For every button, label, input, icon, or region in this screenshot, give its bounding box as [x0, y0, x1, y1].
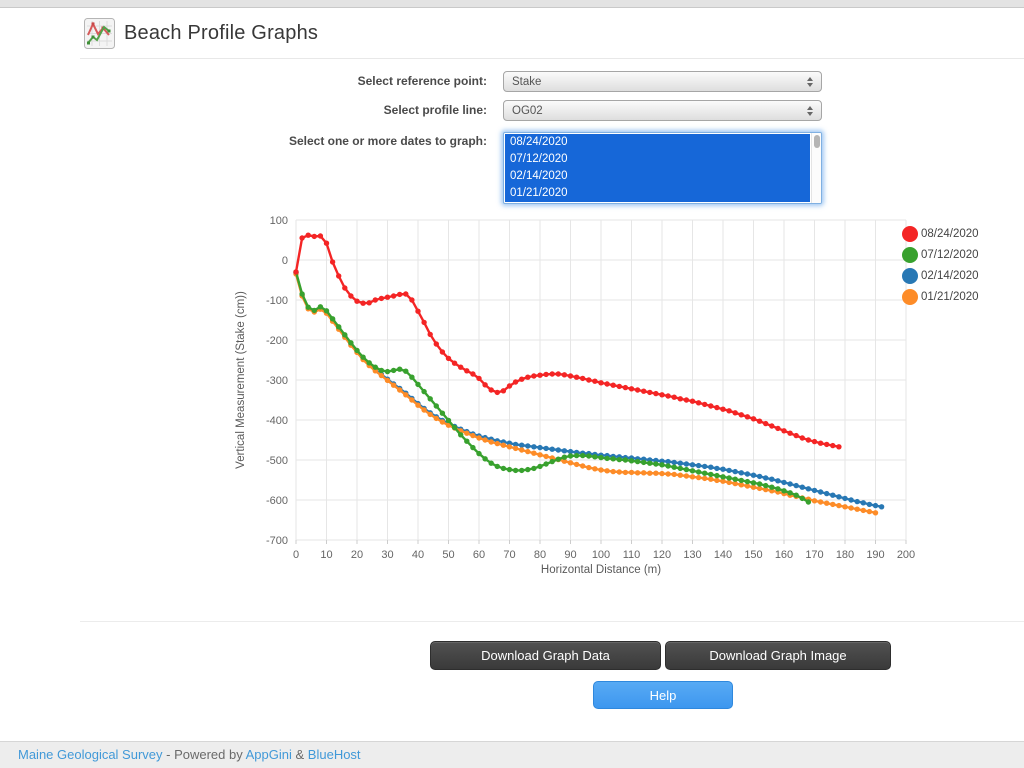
footer: Maine Geological Survey - Powered by App…	[0, 741, 1024, 768]
legend-color-dot	[902, 226, 918, 242]
chart-divider	[80, 621, 1024, 622]
help-button[interactable]: Help	[593, 681, 733, 709]
svg-text:10: 10	[320, 549, 332, 561]
svg-text:90: 90	[564, 549, 576, 561]
download-graph-image-button[interactable]: Download Graph Image	[665, 641, 891, 670]
svg-text:Vertical Measurement (Stake (c: Vertical Measurement (Stake (cm))	[235, 291, 247, 469]
select-stepper-icon	[807, 105, 813, 116]
svg-text:110: 110	[623, 549, 641, 561]
profile-line-select[interactable]: OG02	[503, 100, 822, 121]
svg-text:160: 160	[775, 549, 793, 561]
svg-text:70: 70	[503, 549, 515, 561]
svg-text:130: 130	[683, 549, 701, 561]
download-graph-data-button[interactable]: Download Graph Data	[430, 641, 661, 670]
reference-point-select[interactable]: Stake	[503, 71, 822, 92]
svg-text:-400: -400	[266, 415, 288, 427]
legend-item[interactable]: 01/21/2020	[902, 289, 979, 305]
browser-top-strip	[0, 0, 1024, 8]
svg-text:100: 100	[270, 215, 288, 227]
footer-link-bluehost[interactable]: BlueHost	[307, 747, 361, 762]
legend-item[interactable]: 07/12/2020	[902, 247, 979, 263]
date-option[interactable]: 07/12/2020	[505, 151, 810, 168]
footer-link-appgini[interactable]: AppGini	[245, 747, 292, 762]
footer-link-maine-geological-survey[interactable]: Maine Geological Survey	[18, 747, 163, 762]
footer-text: - Powered by	[162, 747, 246, 762]
date-option[interactable]: 08/24/2020	[505, 134, 810, 151]
svg-text:-500: -500	[266, 455, 288, 467]
svg-text:150: 150	[744, 549, 762, 561]
dates-scrollbar[interactable]	[811, 133, 821, 203]
date-option[interactable]: 02/14/2020	[505, 168, 810, 185]
svg-text:-100: -100	[266, 295, 288, 307]
svg-text:140: 140	[714, 549, 732, 561]
reference-point-value: Stake	[512, 75, 542, 88]
svg-text:0: 0	[282, 255, 288, 267]
svg-text:Horizontal Distance (m): Horizontal Distance (m)	[541, 564, 661, 576]
legend-color-dot	[902, 289, 918, 305]
page-title: Beach Profile Graphs	[124, 21, 319, 44]
profile-line-label: Select profile line:	[383, 103, 487, 117]
dates-scrollbar-thumb[interactable]	[814, 135, 820, 148]
svg-text:-300: -300	[266, 375, 288, 387]
svg-text:20: 20	[351, 549, 363, 561]
legend-color-dot	[902, 247, 918, 263]
profile-line-value: OG02	[512, 104, 543, 117]
header-divider	[80, 58, 1024, 59]
svg-text:60: 60	[473, 549, 485, 561]
svg-text:180: 180	[836, 549, 854, 561]
footer-text: &	[291, 747, 308, 762]
legend-item[interactable]: 02/14/2020	[902, 268, 979, 284]
svg-text:100: 100	[592, 549, 610, 561]
svg-text:80: 80	[534, 549, 546, 561]
line-chart-icon	[84, 17, 115, 49]
svg-text:190: 190	[866, 549, 884, 561]
svg-text:-600: -600	[266, 495, 288, 507]
chart-legend: 08/24/2020 07/12/2020 02/14/2020 01/21/2020	[902, 226, 979, 310]
svg-text:0: 0	[293, 549, 299, 561]
svg-text:200: 200	[897, 549, 915, 561]
legend-label: 08/24/2020	[921, 228, 979, 240]
svg-text:170: 170	[805, 549, 823, 561]
svg-text:-200: -200	[266, 335, 288, 347]
reference-point-label: Select reference point:	[357, 74, 487, 88]
svg-text:-700: -700	[266, 535, 288, 547]
svg-text:30: 30	[381, 549, 393, 561]
date-option[interactable]: 01/21/2020	[505, 185, 810, 202]
beach-profile-chart: 0 10 20 30 40 50 60 70 80 90 100 110 120 130 140 150 160…	[235, 215, 915, 576]
svg-text:120: 120	[653, 549, 671, 561]
svg-text:40: 40	[412, 549, 424, 561]
legend-item[interactable]: 08/24/2020	[902, 226, 979, 242]
legend-color-dot	[902, 268, 918, 284]
dates-label: Select one or more dates to graph:	[288, 134, 487, 148]
dates-multiselect[interactable]: 08/24/2020 07/12/2020 02/14/2020 01/21/2020	[503, 132, 822, 204]
legend-label: 01/21/2020	[921, 291, 979, 303]
dates-option-list: 08/24/2020 07/12/2020 02/14/2020 01/21/2020	[504, 133, 811, 203]
svg-text:50: 50	[442, 549, 454, 561]
legend-label: 07/12/2020	[921, 249, 979, 261]
legend-label: 02/14/2020	[921, 270, 979, 282]
page-header: Beach Profile Graphs	[84, 16, 318, 50]
select-stepper-icon	[807, 76, 813, 87]
